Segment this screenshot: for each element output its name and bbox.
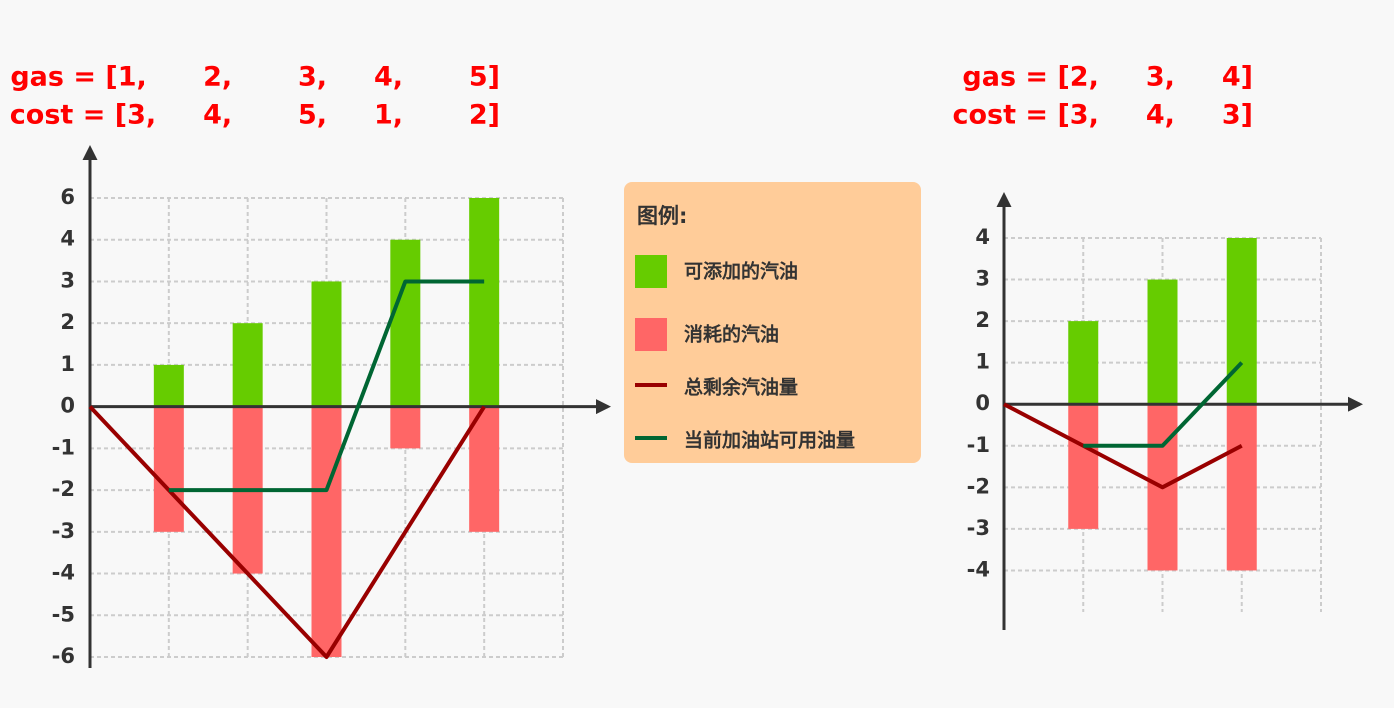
- y-tick-label: -1: [52, 435, 75, 459]
- y-tick-label: 0: [60, 394, 75, 418]
- bar: [1068, 321, 1099, 405]
- bar: [311, 406, 342, 657]
- legend-title: 图例:: [637, 204, 687, 228]
- legend-swatch: [635, 318, 667, 351]
- y-tick-label: -4: [967, 557, 990, 581]
- y-tick-label: 3: [60, 268, 75, 292]
- y-tick-label: -1: [967, 433, 990, 457]
- y-tick-label: 2: [975, 308, 990, 332]
- y-tick-label: 4: [60, 227, 75, 251]
- bar: [1147, 279, 1178, 405]
- y-tick-label: 0: [975, 391, 990, 415]
- bar: [311, 281, 342, 407]
- header-line: cost = [3, 4, 3]: [952, 100, 1253, 131]
- bar: [1226, 238, 1257, 405]
- header-line: cost = [3, 4, 5, 1, 2]: [10, 100, 500, 131]
- bar: [469, 198, 500, 407]
- y-tick-label: -2: [52, 477, 75, 501]
- y-tick-label: -5: [52, 602, 75, 626]
- bar: [1226, 404, 1257, 571]
- header-line: gas = [1, 2, 3, 4, 5]: [10, 62, 500, 93]
- bar: [153, 364, 184, 407]
- line: [168, 279, 485, 493]
- y-tick-label: 4: [975, 225, 990, 249]
- y-tick-label: 1: [60, 352, 75, 376]
- legend-label: 总剩余汽油量: [684, 376, 798, 399]
- y-tick-label: -2: [967, 474, 990, 498]
- line: [88, 405, 486, 659]
- header-line: gas = [2, 3, 4]: [962, 62, 1253, 93]
- bar: [390, 406, 421, 449]
- y-tick-label: -4: [52, 561, 75, 585]
- line: [1003, 402, 1243, 490]
- y-tick-label: -3: [52, 519, 75, 543]
- legend-label: 当前加油站可用油量: [684, 429, 855, 452]
- legend-swatch: [635, 255, 667, 288]
- y-tick-label: 6: [60, 185, 75, 209]
- legend-label: 可添加的汽油: [684, 260, 798, 283]
- y-tick-label: 2: [60, 310, 75, 334]
- legend-label: 消耗的汽油: [684, 323, 779, 346]
- bar: [153, 406, 184, 532]
- legend-box: [624, 182, 921, 463]
- bar: [232, 323, 263, 407]
- line: [1083, 361, 1244, 448]
- bar: [1068, 404, 1099, 529]
- y-tick-label: 3: [975, 267, 990, 291]
- bar: [390, 239, 421, 407]
- y-tick-label: 1: [975, 350, 990, 374]
- bar: [469, 406, 500, 532]
- y-tick-label: -3: [967, 516, 990, 540]
- y-tick-label: -6: [52, 644, 75, 668]
